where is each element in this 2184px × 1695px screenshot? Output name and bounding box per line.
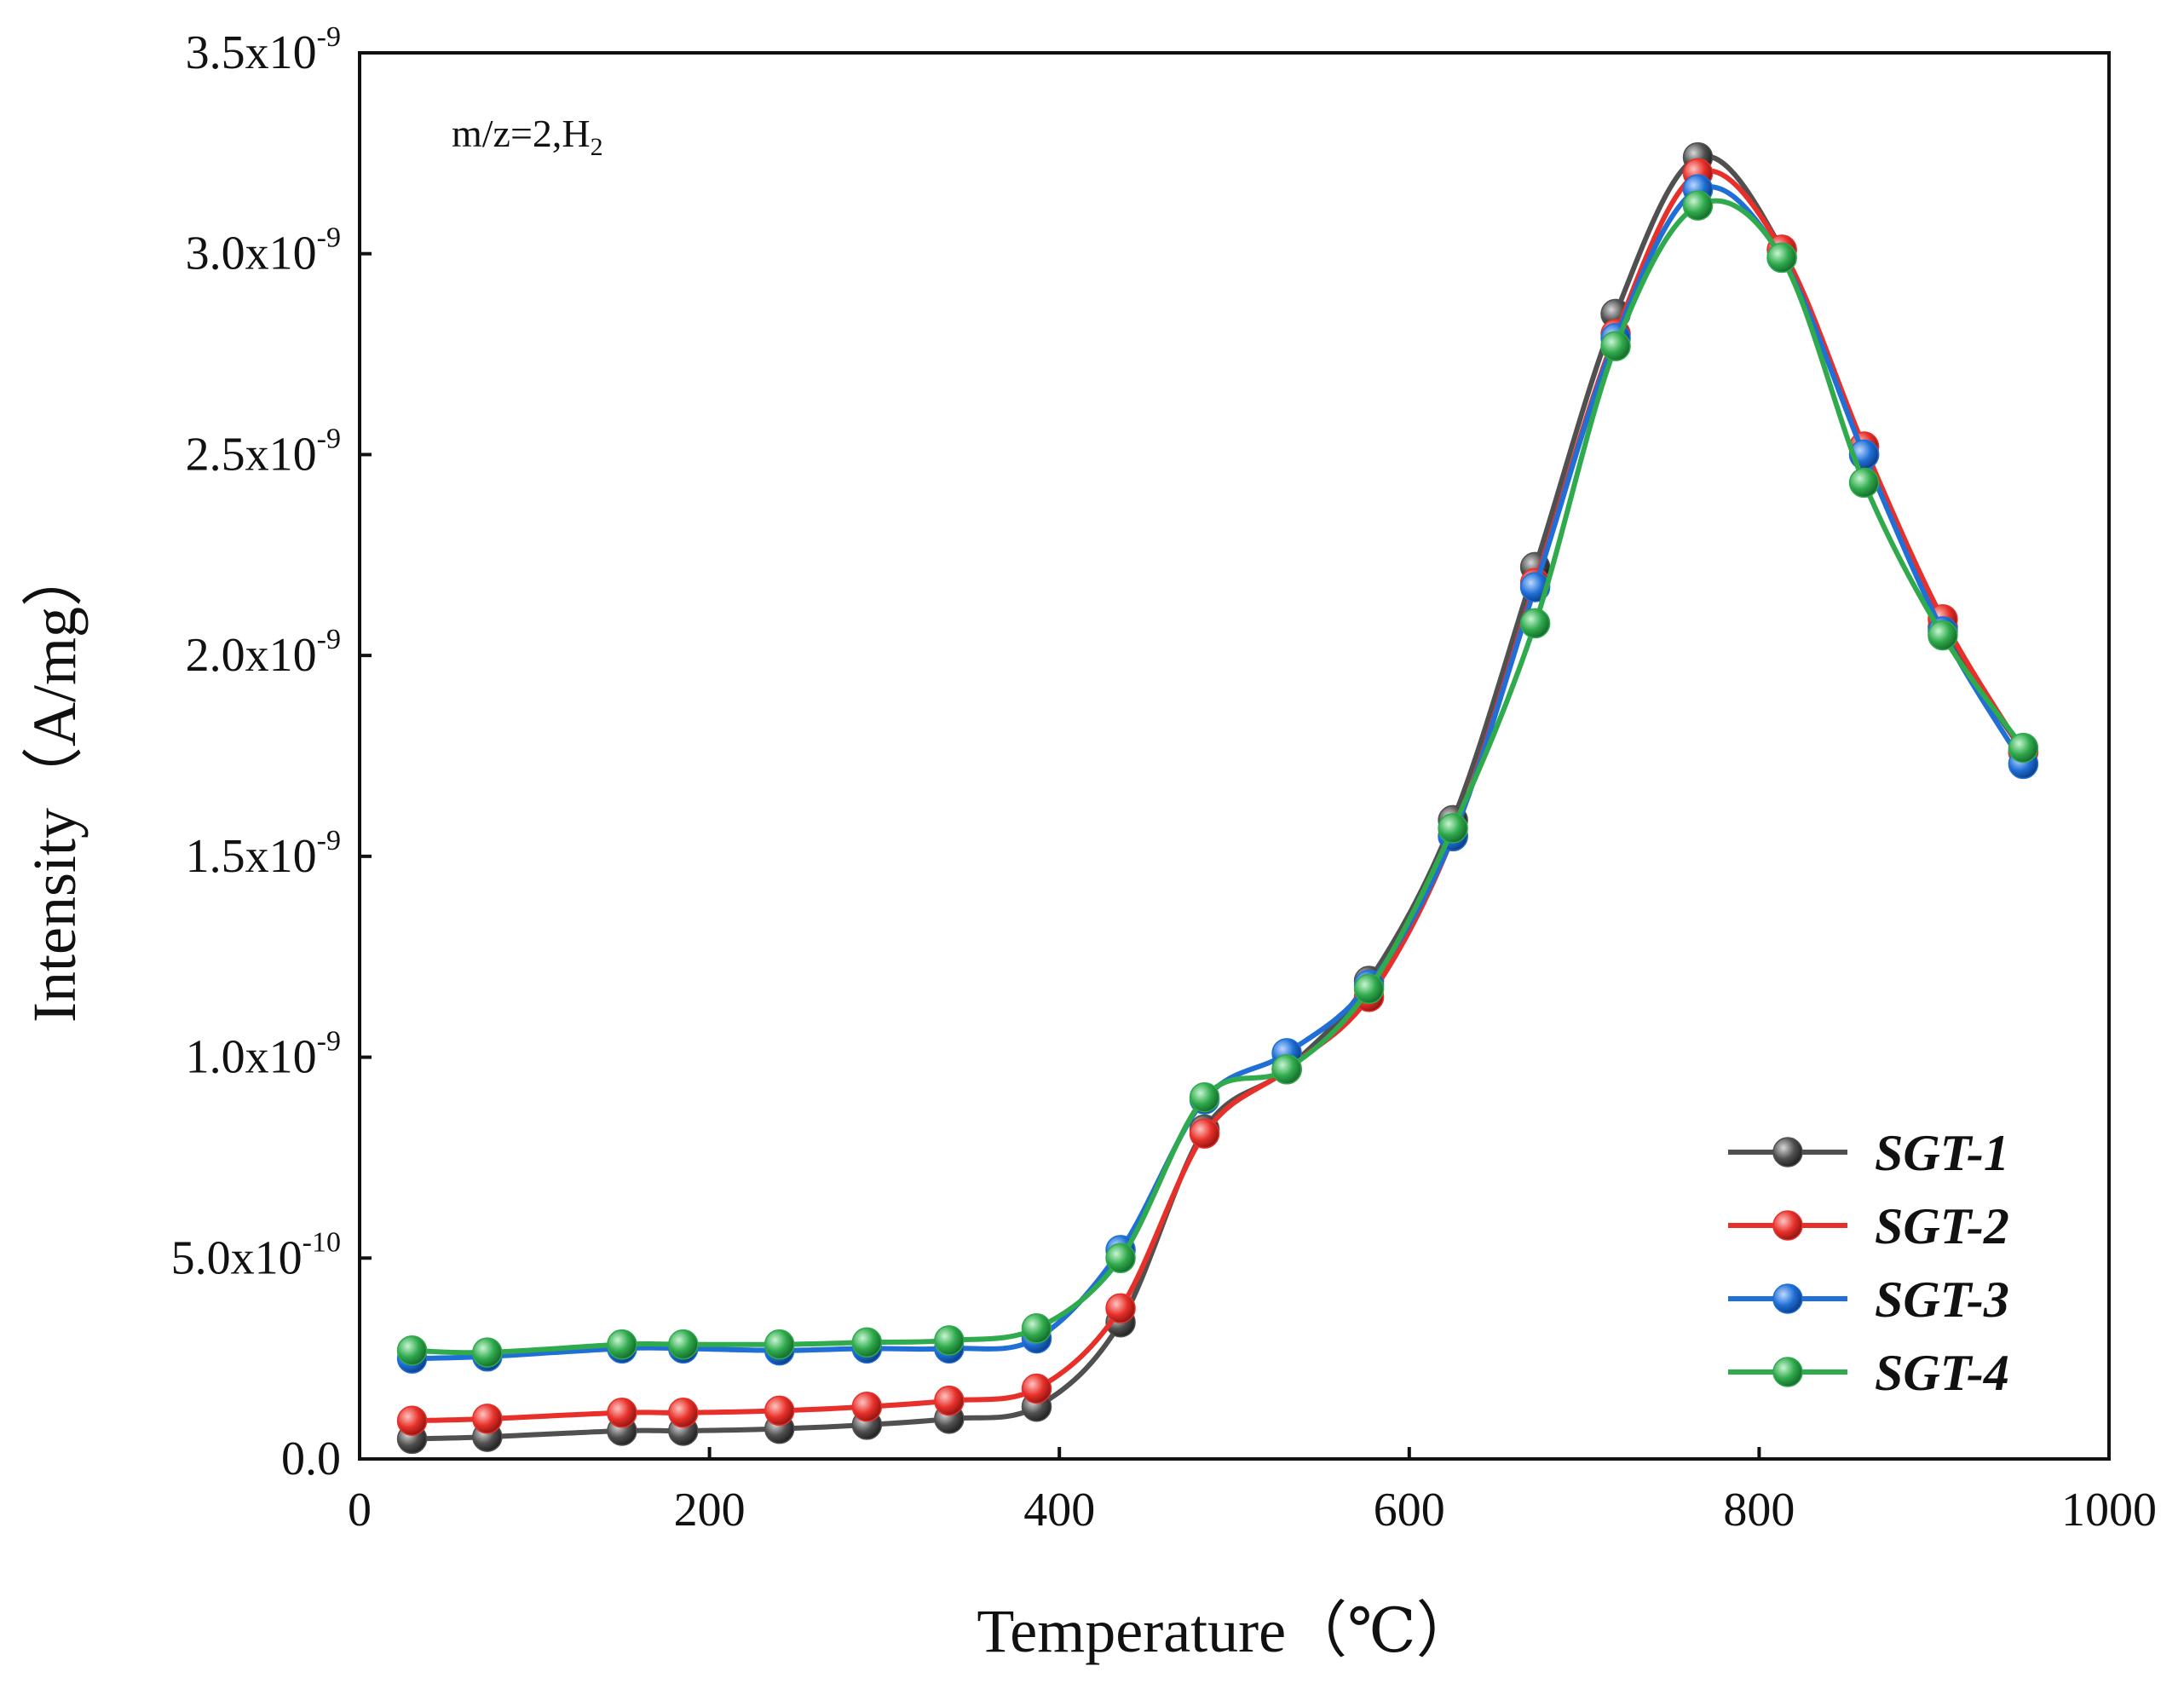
data-point-sgt-4 [1353,973,1385,1005]
annotation-text: m/z=2,H2 [452,112,603,161]
y-tick-label: 2.0x10-9 [186,624,341,682]
data-point-sgt-2 [1189,1118,1220,1149]
plot-frame [358,51,2111,1461]
x-axis: 0 200 400 600 800 1000 [348,1447,2157,1536]
series-sgt-3 [396,174,2039,1374]
legend-item-sgt-3: SGT-3 [1728,1271,2009,1328]
data-point-sgt-4 [934,1325,965,1356]
data-point-sgt-2 [851,1391,883,1422]
data-point-sgt-4 [851,1327,883,1358]
series-line-sgt-3 [412,184,2026,1362]
data-point-sgt-2 [1021,1373,1052,1404]
legend-label-sgt-1: SGT-1 [1875,1125,2009,1181]
data-point-sgt-2 [607,1398,637,1428]
x-tick-label: 1000 [2061,1484,2157,1536]
y-tick-label: 2.5x10-9 [186,423,341,481]
series-layer [396,141,2039,1455]
data-point-sgt-4 [764,1329,795,1360]
x-tick-label: 200 [674,1484,746,1536]
series-sgt-1 [396,141,2039,1455]
annotation-subscript: 2 [591,133,603,161]
data-point-sgt-4 [1600,331,1631,361]
data-point-sgt-4 [668,1329,699,1360]
legend-label-sgt-4: SGT-4 [1875,1345,2009,1401]
data-point-sgt-2 [934,1385,965,1416]
series-line-sgt-4 [412,198,2026,1356]
y-tick-label: 1.0x10-9 [186,1026,341,1084]
data-point-sgt-2 [668,1398,699,1428]
y-tick-label: 1.5x10-9 [186,825,341,883]
data-point-sgt-4 [1021,1313,1052,1344]
data-point-sgt-4 [472,1337,503,1368]
data-point-sgt-2 [1105,1293,1136,1323]
y-tick-label: 5.0x10-10 [171,1226,341,1284]
y-tick-label: 3.5x10-9 [186,21,341,79]
data-point-sgt-4 [396,1335,428,1366]
data-point-sgt-2 [396,1405,428,1436]
data-point-sgt-4 [1766,242,1797,274]
data-point-sgt-4 [1438,813,1468,844]
x-axis-title: Temperature（℃） [977,1597,1477,1665]
legend-item-sgt-4: SGT-4 [1728,1345,2009,1401]
legend-item-sgt-1: SGT-1 [1728,1125,2009,1181]
legend-marker-sgt-1 [1772,1137,1803,1167]
data-point-sgt-4 [1682,190,1714,221]
data-point-sgt-4 [1848,467,1880,499]
data-point-sgt-4 [1105,1242,1136,1274]
y-tick-label: 0.0 [281,1433,341,1485]
legend-label-sgt-3: SGT-3 [1875,1271,2009,1328]
y-tick-label: 3.0x10-9 [186,222,341,280]
series-sgt-2 [396,158,2039,1436]
legend-label-sgt-2: SGT-2 [1875,1198,2009,1254]
y-axis-title: Intensity（A/mg） [20,545,89,1023]
data-point-sgt-2 [472,1404,503,1434]
series-sgt-4 [396,190,2039,1368]
data-point-sgt-4 [1189,1081,1220,1113]
data-point-sgt-4 [1928,620,1958,651]
legend-marker-sgt-2 [1772,1210,1803,1241]
x-tick-label: 400 [1023,1484,1095,1536]
data-point-sgt-2 [764,1395,795,1427]
x-tick-label: 800 [1723,1484,1795,1536]
data-point-sgt-4 [2008,732,2039,764]
legend: SGT-1 SGT-2 SGT-3 SGT-4 [1728,1125,2009,1401]
x-tick-label: 0 [348,1484,372,1536]
data-point-sgt-4 [607,1329,637,1360]
data-point-sgt-4 [1271,1053,1302,1085]
x-tick-label: 600 [1374,1484,1445,1536]
legend-marker-sgt-4 [1772,1357,1803,1387]
legend-item-sgt-2: SGT-2 [1728,1198,2009,1254]
legend-marker-sgt-3 [1772,1283,1803,1314]
data-point-sgt-4 [1519,608,1551,639]
series-line-sgt-1 [412,153,2026,1442]
y-axis: 0.0 5.0x10-10 1.0x10-9 1.5x10-9 2.0x10-9 2.5x… [171,21,372,1485]
